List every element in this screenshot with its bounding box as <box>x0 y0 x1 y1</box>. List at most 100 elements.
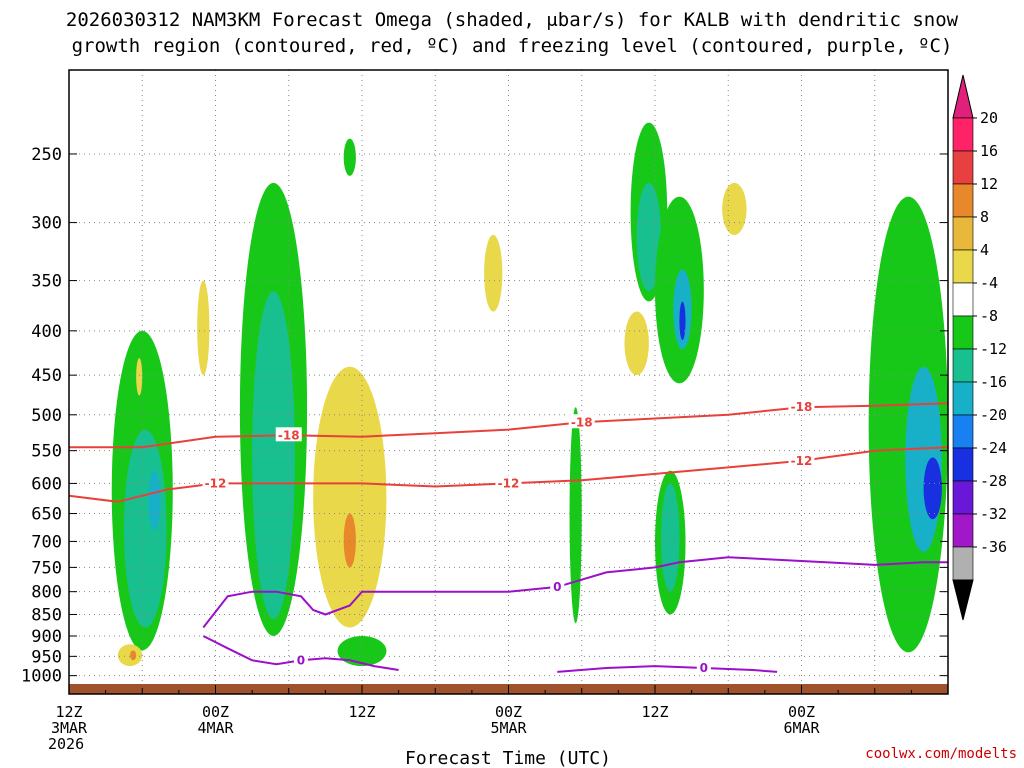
omega-region-23 <box>624 311 649 376</box>
colorbar-segment-4 <box>952 249 974 284</box>
x-tick-label-5-0: 00Z <box>788 703 815 721</box>
omega-region-16 <box>905 366 942 553</box>
colorbar-bottom-triangle <box>952 579 974 621</box>
colorbar-segment-10 <box>952 447 974 482</box>
colorbar-segment-12 <box>952 513 974 548</box>
x-tick-label-2-0: 12Z <box>348 703 375 721</box>
dgz-contour-label-1-1: -12 <box>498 476 520 490</box>
x-tick-label-3-0: 00Z <box>495 703 522 721</box>
dgz-contour-label-bg-1-0 <box>202 475 229 490</box>
freezing-contour-label-bg-1 <box>293 652 308 667</box>
omega-region-22 <box>484 234 503 312</box>
y-tick-label-650: 650 <box>31 505 62 525</box>
dgz-contour-label-bg-1-2 <box>788 452 815 467</box>
colorbar-label-0: 20 <box>980 109 998 127</box>
y-axis: 2503003504004505005506006507007508008509… <box>21 145 948 687</box>
dgz-contour-label-bg-0-2 <box>788 399 815 414</box>
dgz-contour-label-bg-0-0 <box>275 427 302 442</box>
omega-region-14 <box>661 483 680 592</box>
freezing-contour-label-1: 0 <box>297 653 305 667</box>
y-tick-label-800: 800 <box>31 583 62 603</box>
y-tick-label-850: 850 <box>31 605 62 625</box>
colorbar-label-12: -32 <box>980 505 1007 523</box>
dgz-contour-label-1-0: -12 <box>205 476 227 490</box>
omega-region-20 <box>313 366 387 628</box>
y-tick-label-250: 250 <box>31 145 62 165</box>
colorbar-segment-2 <box>952 183 974 218</box>
omega-region-4 <box>252 291 295 619</box>
y-tick-label-600: 600 <box>31 474 62 494</box>
x-axis-label: Forecast Time (UTC) <box>405 748 611 768</box>
dgz-contour-label-0-1: -18 <box>571 415 593 429</box>
freezing-contour-0 <box>202 556 948 629</box>
colorbar-segment-9 <box>952 414 974 449</box>
colorbar-label-3: 8 <box>980 208 989 226</box>
omega-shaded-regions <box>111 122 949 667</box>
dgz-contour-label-bg-0-1 <box>568 414 595 429</box>
y-tick-label-1000: 1000 <box>21 667 62 687</box>
gridlines <box>68 70 949 694</box>
colorbar-segment-3 <box>952 216 974 251</box>
freezing-contour-2 <box>557 665 778 673</box>
colorbar-segment-1 <box>952 150 974 185</box>
dgz-contour-label-0-0: -18 <box>278 428 300 442</box>
omega-region-12 <box>679 301 686 341</box>
colorbar-label-9: -20 <box>980 406 1007 424</box>
colorbar-segment-11 <box>952 480 974 515</box>
dgz-contour-label-bg-1-1 <box>495 475 522 490</box>
y-tick-label-700: 700 <box>31 532 62 552</box>
y-tick-label-500: 500 <box>31 406 62 426</box>
omega-region-26 <box>130 650 137 661</box>
x-tick-label-1-1: 4MAR <box>197 719 234 737</box>
omega-region-17 <box>923 457 942 520</box>
freezing-contour-label-0: 0 <box>553 580 561 594</box>
dgz-contour-label-1-2: -12 <box>791 454 813 468</box>
x-tick-label-0-2: 2026 <box>48 735 84 753</box>
contour-lines: -18 -18 -18 -12 -12 -12 0 0 0 <box>68 399 949 675</box>
omega-region-24 <box>722 182 747 235</box>
omega-region-2 <box>148 470 161 531</box>
freezing-contour-label-bg-2 <box>696 660 711 675</box>
omega-region-19 <box>197 280 210 376</box>
colorbar: 20 16 12 8 4 -4 -8 -12 -16 -20 -24 -28 -32 -36 <box>952 74 1007 621</box>
y-tick-label-750: 750 <box>31 558 62 578</box>
omega-region-18 <box>136 358 143 396</box>
colorbar-label-6: -8 <box>980 307 998 325</box>
colorbar-label-4: 4 <box>980 241 989 259</box>
colorbar-segment-0 <box>952 117 974 152</box>
freezing-contour-label-bg-0 <box>550 578 565 593</box>
x-tick-label-4-0: 12Z <box>641 703 668 721</box>
colorbar-segment-13 <box>952 546 974 581</box>
colorbar-label-7: -12 <box>980 340 1007 358</box>
freezing-contour-label-2: 0 <box>700 661 708 675</box>
colorbar-segment-8 <box>952 381 974 416</box>
omega-region-25 <box>117 644 143 667</box>
omega-region-5 <box>343 138 356 176</box>
omega-region-7 <box>569 407 582 624</box>
colorbar-segment-5 <box>952 282 974 317</box>
credit-text: coolwx.com/modelts <box>865 746 1017 762</box>
y-tick-label-950: 950 <box>31 647 62 667</box>
colorbar-label-13: -36 <box>980 538 1007 556</box>
colorbar-label-1: 16 <box>980 142 998 160</box>
x-tick-label-0-0: 12Z <box>55 703 82 721</box>
y-tick-label-400: 400 <box>31 322 62 342</box>
omega-region-1 <box>123 429 167 628</box>
omega-region-6 <box>337 635 387 667</box>
colorbar-label-8: -16 <box>980 373 1007 391</box>
chart-title-line2: growth region (contoured, red, ºC) and f… <box>72 35 953 57</box>
x-tick-label-1-0: 00Z <box>202 703 229 721</box>
dgz-contour-label-0-2: -18 <box>791 400 813 414</box>
y-tick-label-300: 300 <box>31 214 62 234</box>
colorbar-top-triangle <box>952 74 974 119</box>
x-tick-label-0-1: 3MAR <box>51 719 88 737</box>
y-tick-label-350: 350 <box>31 272 62 292</box>
x-tick-label-5-1: 6MAR <box>783 719 820 737</box>
colorbar-segment-7 <box>952 348 974 383</box>
colorbar-label-11: -28 <box>980 472 1007 490</box>
colorbar-segment-6 <box>952 315 974 350</box>
colorbar-label-10: -24 <box>980 439 1007 457</box>
y-tick-label-550: 550 <box>31 442 62 462</box>
